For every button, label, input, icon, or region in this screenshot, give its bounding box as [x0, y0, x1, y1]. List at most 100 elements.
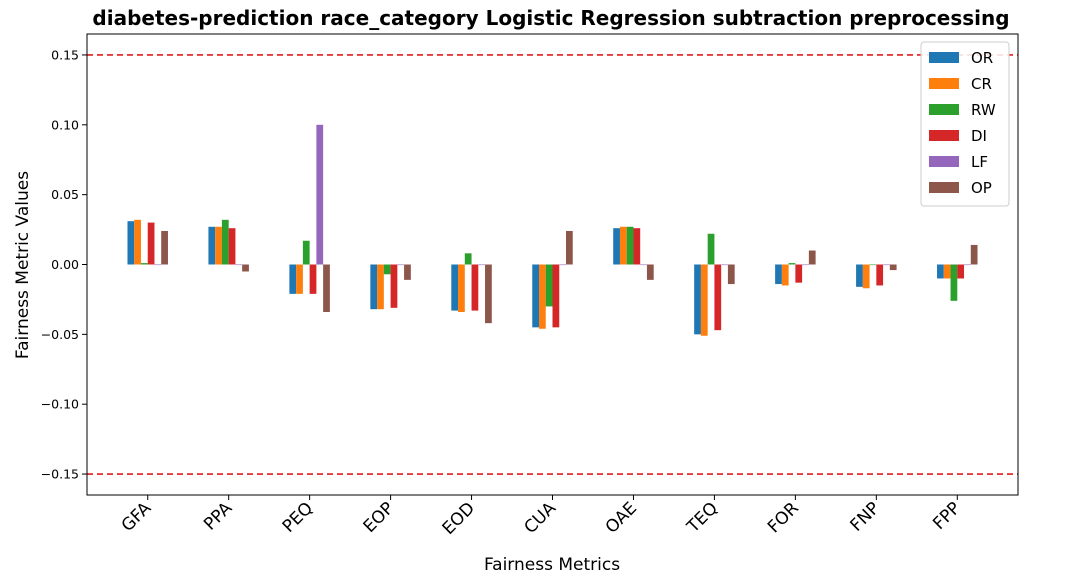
- bar-OR-EOP: [370, 264, 378, 310]
- bar-OP-CUA: [565, 230, 573, 265]
- bar-LF-OAE: [640, 264, 647, 266]
- bar-LF-EOP: [397, 264, 405, 266]
- x-axis-label: Fairness Metrics: [484, 555, 620, 575]
- bar-RW-FPP: [950, 264, 958, 301]
- bar-OR-FNP: [856, 264, 863, 287]
- bar-CR-TEQ: [700, 264, 708, 336]
- bar-CR-CUA: [539, 264, 546, 329]
- x-tick-label-FPP: FPP: [929, 498, 965, 534]
- bar-CR-PPA: [215, 226, 222, 265]
- bar-OR-TEQ: [694, 264, 701, 335]
- x-tick-label-CUA: CUA: [520, 498, 560, 538]
- bar-CR-GFA: [134, 219, 141, 265]
- bar-OP-TEQ: [727, 264, 735, 285]
- x-tick-label-OAE: OAE: [602, 498, 641, 537]
- bar-RW-FNP: [869, 264, 877, 266]
- bar-OR-EOD: [451, 264, 459, 311]
- bar-RW-EOD: [464, 253, 472, 265]
- x-tick-label-EOP: EOP: [360, 498, 398, 536]
- legend-label-RW: RW: [971, 101, 996, 119]
- bar-DI-FNP: [876, 264, 884, 286]
- bar-LF-PPA: [235, 264, 243, 266]
- bar-DI-PPA: [228, 228, 236, 265]
- y-tick-label: 0.05: [51, 187, 79, 202]
- bar-LF-GFA: [154, 264, 162, 266]
- x-tick-label-TEQ: TEQ: [683, 498, 722, 537]
- bar-OP-OAE: [646, 264, 654, 280]
- bar-DI-GFA: [147, 222, 155, 265]
- x-tick-label-PEQ: PEQ: [279, 498, 317, 536]
- y-tick-label: 0.10: [51, 117, 79, 132]
- bar-DI-PEQ: [309, 264, 317, 294]
- bar-CR-PEQ: [296, 264, 303, 294]
- bar-CR-OAE: [619, 226, 627, 265]
- bar-CR-FOR: [781, 264, 789, 286]
- x-tick-label-FOR: FOR: [764, 498, 803, 537]
- bar-RW-FOR: [788, 263, 796, 265]
- bar-DI-FPP: [957, 264, 965, 279]
- x-tick-label-FNP: FNP: [847, 498, 884, 535]
- legend-label-OP: OP: [971, 179, 992, 197]
- bar-DI-CUA: [552, 264, 560, 328]
- bar-OP-GFA: [161, 230, 168, 265]
- bar-OP-FNP: [889, 264, 897, 271]
- bar-LF-FOR: [802, 264, 809, 266]
- legend-swatch-OP: [929, 182, 959, 193]
- bar-CR-EOP: [377, 264, 384, 310]
- bar-OP-PEQ: [323, 264, 330, 312]
- bar-OP-FPP: [970, 244, 978, 265]
- bar-LF-FNP: [883, 264, 890, 266]
- bar-OR-PPA: [208, 226, 216, 265]
- legend-label-DI: DI: [971, 127, 987, 145]
- x-tick-label-EOD: EOD: [439, 498, 479, 538]
- bar-CR-EOD: [458, 264, 465, 312]
- bar-RW-CUA: [545, 264, 553, 307]
- y-tick-label: −0.15: [41, 467, 79, 482]
- bar-DI-FOR: [795, 264, 803, 283]
- bar-RW-TEQ: [707, 233, 715, 265]
- bar-RW-OAE: [626, 226, 634, 265]
- bar-DI-OAE: [633, 228, 641, 265]
- bar-LF-CUA: [559, 264, 566, 266]
- bar-OR-CUA: [532, 264, 540, 328]
- legend-label-LF: LF: [971, 153, 988, 171]
- bar-OR-FOR: [775, 264, 782, 285]
- bar-LF-FPP: [964, 264, 971, 266]
- legend-swatch-LF: [929, 156, 959, 167]
- legend-swatch-CR: [929, 78, 959, 89]
- chart-title: diabetes-prediction race_category Logist…: [92, 6, 1009, 30]
- y-axis-label: Fairness Metric Values: [13, 171, 33, 359]
- legend-box: [920, 41, 1010, 207]
- bar-RW-GFA: [140, 263, 148, 265]
- bar-LF-EOD: [478, 264, 486, 266]
- bar-CR-FNP: [862, 264, 870, 289]
- bar-RW-PEQ: [302, 240, 310, 265]
- bar-OP-FOR: [808, 250, 816, 265]
- legend-label-CR: CR: [971, 75, 992, 93]
- plot-area: [87, 54, 1018, 475]
- bar-DI-EOD: [471, 264, 479, 311]
- bar-OR-PEQ: [289, 264, 297, 294]
- bar-OR-OAE: [613, 228, 620, 265]
- y-tick-label: −0.05: [41, 327, 79, 342]
- y-tick-label: 0.00: [51, 257, 79, 272]
- bar-OP-EOD: [485, 264, 492, 324]
- bar-OP-EOP: [404, 264, 411, 280]
- y-tick-label: 0.15: [51, 47, 79, 62]
- bar-CR-FPP: [943, 264, 951, 279]
- legend-swatch-RW: [929, 104, 959, 115]
- bar-RW-PPA: [221, 219, 229, 265]
- bar-OR-FPP: [937, 264, 944, 279]
- bar-LF-TEQ: [721, 264, 728, 266]
- bar-DI-TEQ: [714, 264, 722, 331]
- legend-swatch-OR: [929, 52, 959, 63]
- x-tick-label-PPA: PPA: [200, 498, 236, 534]
- x-tick-label-GFA: GFA: [118, 498, 156, 536]
- bar-RW-EOP: [383, 264, 391, 275]
- legend-swatch-DI: [929, 130, 959, 141]
- y-tick-label: −0.10: [41, 397, 79, 412]
- axes: −0.15 −0.10 −0.05 0.00 0.05 0.10 0.15 GFA PPA PEQ…: [41, 47, 965, 538]
- bar-DI-EOP: [390, 264, 398, 308]
- bar-OP-PPA: [242, 264, 249, 272]
